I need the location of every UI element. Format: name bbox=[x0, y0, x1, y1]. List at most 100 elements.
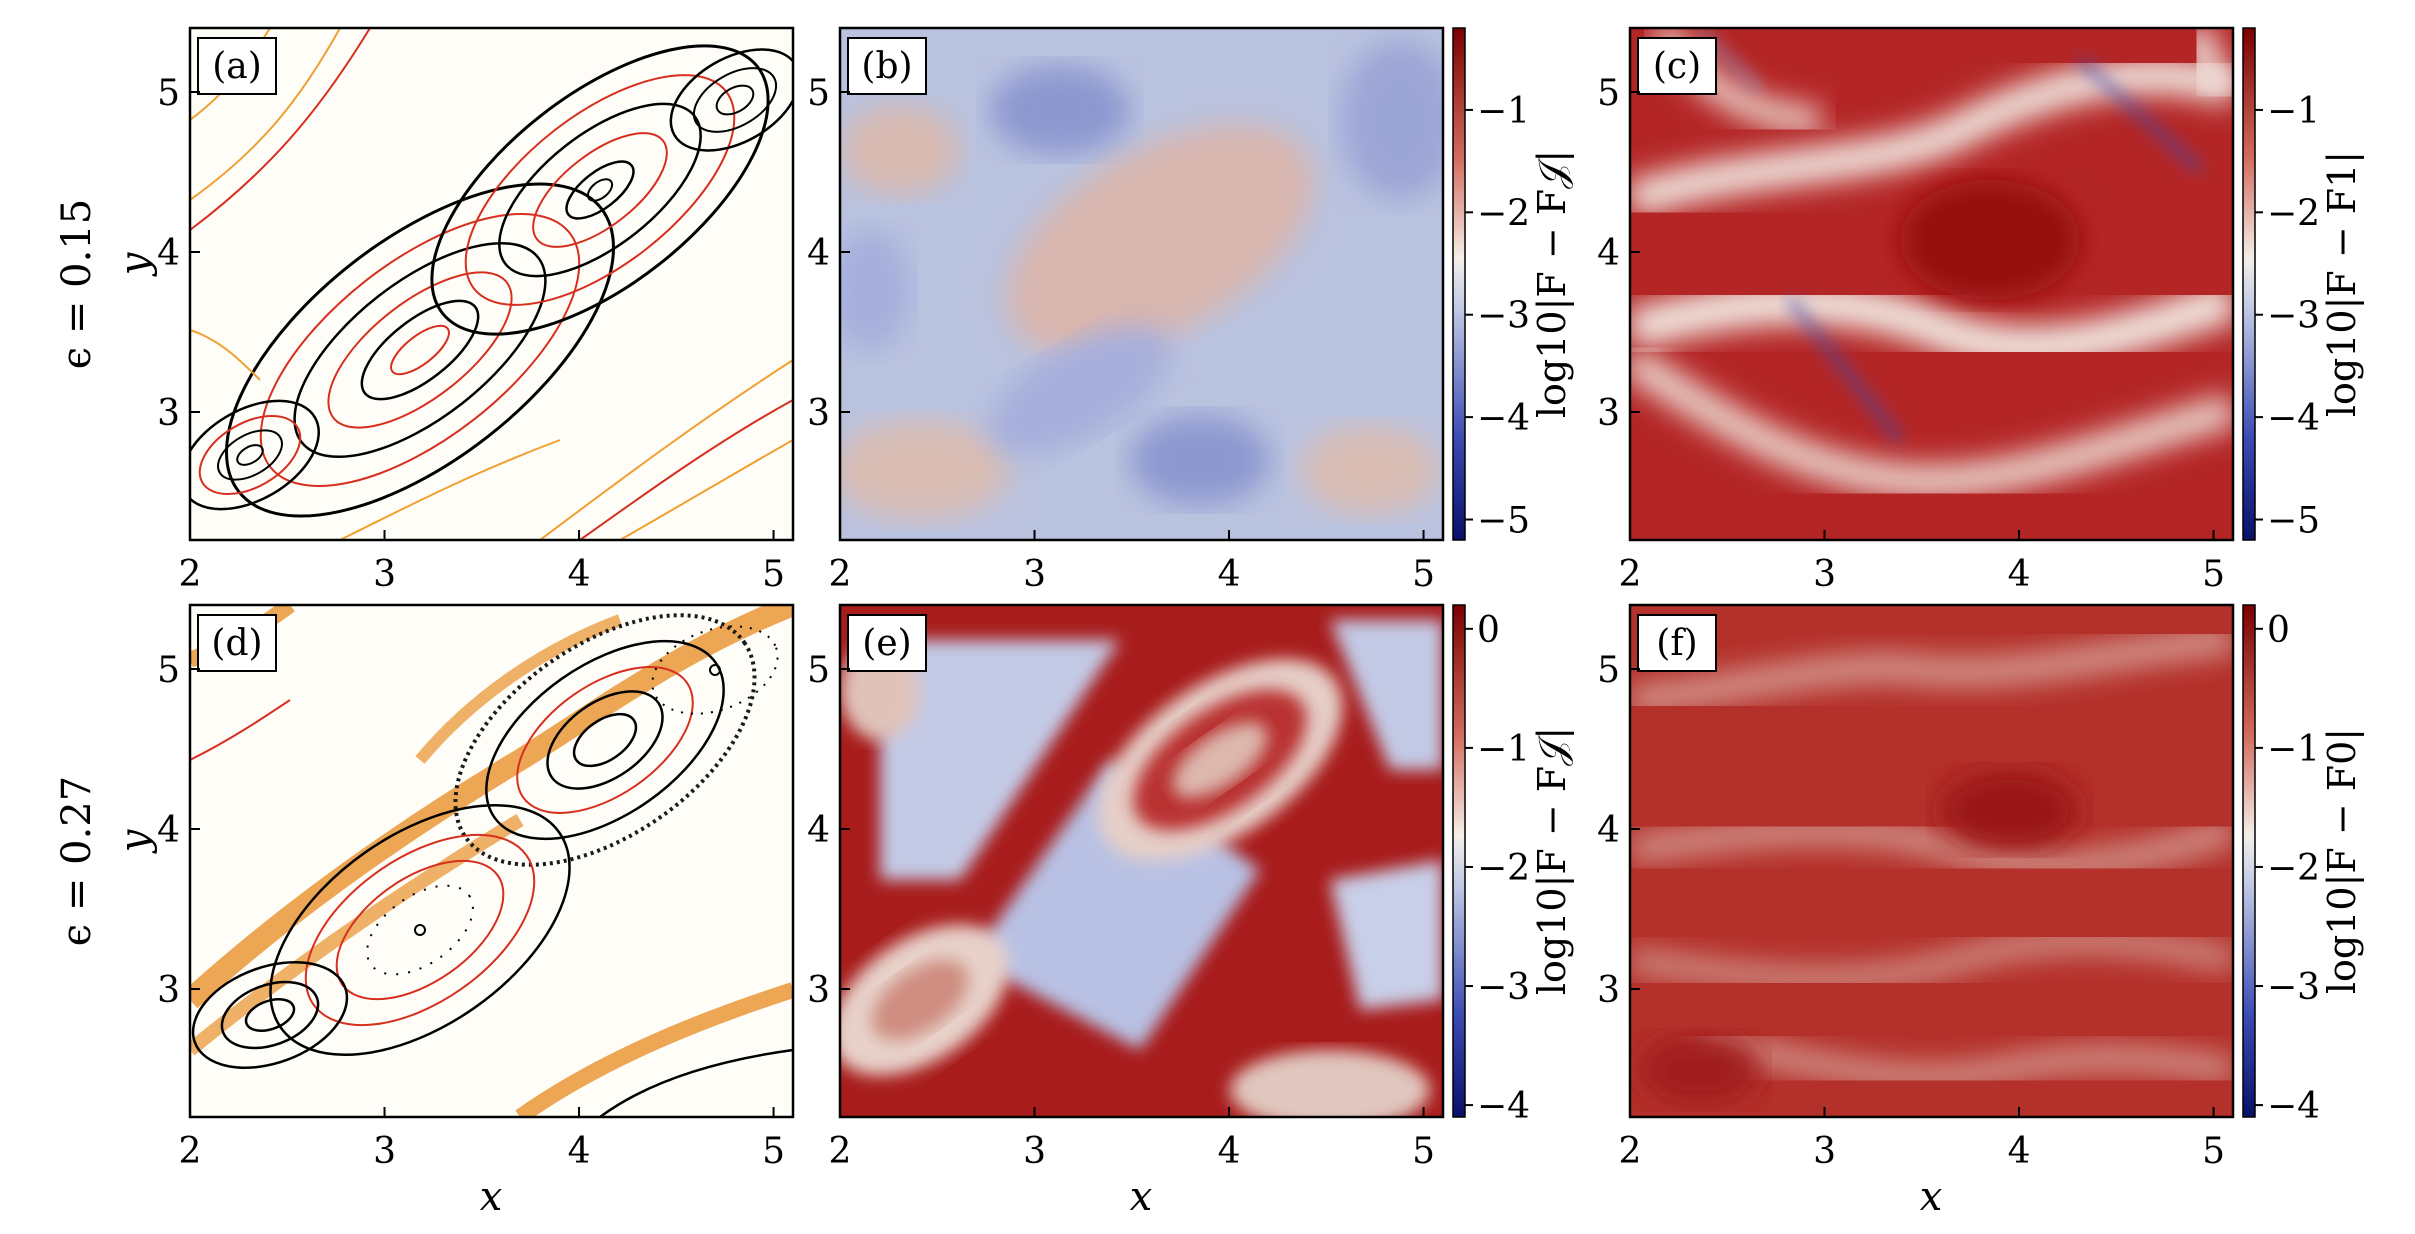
panel-tag-d: (d) bbox=[197, 614, 277, 672]
colorbar-tick-label: −2 bbox=[2267, 193, 2320, 234]
y-tick-label: 5 bbox=[807, 73, 830, 114]
heatmap-c bbox=[1630, 28, 2233, 498]
svg-text:(f): (f) bbox=[1656, 623, 1697, 664]
colorbar-tick-label: −5 bbox=[1477, 501, 1530, 542]
y-tick-label: 5 bbox=[157, 73, 180, 114]
y-tick-label: 5 bbox=[807, 650, 830, 691]
y-tick-label: 3 bbox=[1597, 970, 1620, 1011]
x-tick-label: 4 bbox=[2008, 554, 2031, 595]
colorbar-b-ticks: −1 −2 −3 −4 −5 bbox=[1465, 91, 1530, 542]
svg-text:(b): (b) bbox=[861, 46, 912, 87]
row-label-2: ϵ = 0.27 bbox=[54, 776, 100, 946]
x-tick-label: 4 bbox=[2008, 1131, 2031, 1172]
heatmap-b bbox=[840, 40, 1443, 520]
panel-a: (a) bbox=[188, 26, 795, 542]
colorbar-e-label: log10|F − F𝒥| bbox=[1530, 727, 1574, 995]
y-tick-label: 4 bbox=[157, 233, 180, 274]
panel-d: (d) bbox=[188, 603, 795, 1119]
colorbar-tick-label: −2 bbox=[1477, 848, 1530, 889]
colorbar-f: 0 −1 −2 −3 −4 log10|F − F0| bbox=[2242, 604, 2364, 1127]
panel-c: (c) bbox=[1628, 26, 2235, 542]
x-tick-label: 3 bbox=[373, 1131, 396, 1172]
x-tick-label: 5 bbox=[2202, 554, 2225, 595]
y-tick-label: 4 bbox=[157, 810, 180, 851]
y-tick-label: 3 bbox=[157, 393, 180, 434]
colorbar-tick-label: −1 bbox=[1477, 91, 1530, 132]
svg-text:(c): (c) bbox=[1653, 46, 1701, 87]
colorbar-tick-label: 0 bbox=[2267, 610, 2290, 651]
colorbar-b: −1 −2 −3 −4 −5 log10|F − F𝒥| bbox=[1452, 27, 1574, 542]
colorbar-tick-label: −3 bbox=[2267, 967, 2320, 1008]
x-axis-label-e: x bbox=[1130, 1174, 1153, 1220]
panel-f: (f) bbox=[1628, 603, 2235, 1119]
y-tick-label: 3 bbox=[157, 970, 180, 1011]
y-tick-label: 5 bbox=[1597, 73, 1620, 114]
y-tick-label: 5 bbox=[157, 650, 180, 691]
panel-tag-e: (e) bbox=[847, 614, 927, 672]
panel-b: (b) bbox=[838, 26, 1445, 542]
panel-tag-c: (c) bbox=[1637, 37, 1717, 95]
colorbar-tick-label: −3 bbox=[2267, 296, 2320, 337]
colorbar-tick-label: −4 bbox=[1477, 398, 1530, 439]
x-tick-label: 4 bbox=[1218, 554, 1241, 595]
colorbar-tick-label: −1 bbox=[2267, 729, 2320, 770]
y-axis-label-a: y bbox=[112, 251, 158, 277]
colorbar-tick-label: −4 bbox=[1477, 1086, 1530, 1127]
x-tick-label: 4 bbox=[1218, 1131, 1241, 1172]
x-tick-label: 2 bbox=[829, 1131, 852, 1172]
x-tick-label: 4 bbox=[568, 554, 591, 595]
x-axis-label-f: x bbox=[1920, 1174, 1943, 1220]
x-tick-label: 3 bbox=[373, 554, 396, 595]
x-tick-label: 2 bbox=[179, 554, 202, 595]
y-tick-label: 4 bbox=[807, 233, 830, 274]
colorbar-f-ticks: 0 −1 −2 −3 −4 bbox=[2255, 610, 2320, 1127]
colorbar-c-label: log10|F − F1| bbox=[2320, 151, 2364, 417]
panel-tag-a: (a) bbox=[197, 37, 277, 95]
x-tick-label: 2 bbox=[1619, 1131, 1642, 1172]
colorbar-e-ticks: 0 −1 −2 −3 −4 bbox=[1465, 610, 1530, 1127]
x-axis-label-d: x bbox=[480, 1174, 503, 1220]
axes-layer: 2 3 4 5 3 4 5 2 3 4 5 3 4 5 2 3 4 5 3 4 5 2 3 4 5 3 4 5 2 3 4 5 3 4 5 2 3 4 5 3… bbox=[157, 73, 2225, 1172]
heatmap-e bbox=[840, 620, 1443, 1117]
heatmap-f bbox=[1630, 627, 2233, 1105]
colorbar-tick-label: −4 bbox=[2267, 398, 2320, 439]
x-tick-label: 4 bbox=[568, 1131, 591, 1172]
colorbar-c-ticks: −1 −2 −3 −4 −5 bbox=[2255, 91, 2320, 542]
y-tick-label: 4 bbox=[1597, 233, 1620, 274]
y-tick-label: 4 bbox=[807, 810, 830, 851]
y-tick-label: 5 bbox=[1597, 650, 1620, 691]
colorbar-c: −1 −2 −3 −4 −5 log10|F − F1| bbox=[2242, 27, 2364, 542]
x-tick-label: 3 bbox=[1813, 554, 1836, 595]
panel-tag-f: (f) bbox=[1637, 614, 1717, 672]
x-tick-label: 5 bbox=[762, 1131, 785, 1172]
y-axis-label-d: y bbox=[112, 828, 158, 854]
x-tick-label: 3 bbox=[1023, 554, 1046, 595]
colorbar-tick-label: −2 bbox=[2267, 848, 2320, 889]
svg-text:(a): (a) bbox=[212, 46, 262, 87]
x-tick-label: 5 bbox=[1412, 1131, 1435, 1172]
x-tick-label: 5 bbox=[2202, 1131, 2225, 1172]
y-tick-label: 3 bbox=[807, 393, 830, 434]
x-tick-label: 3 bbox=[1023, 1131, 1046, 1172]
y-tick-label: 4 bbox=[1597, 810, 1620, 851]
x-tick-label: 3 bbox=[1813, 1131, 1836, 1172]
x-tick-label: 2 bbox=[829, 554, 852, 595]
poincare-curves-a bbox=[190, 28, 793, 540]
colorbar-tick-label: −1 bbox=[2267, 91, 2320, 132]
svg-text:(e): (e) bbox=[862, 623, 911, 664]
colorbar-tick-label: 0 bbox=[1477, 610, 1500, 651]
x-tick-label: 2 bbox=[179, 1131, 202, 1172]
colorbar-tick-label: −4 bbox=[2267, 1086, 2320, 1127]
colorbar-tick-label: −5 bbox=[2267, 501, 2320, 542]
colorbar-tick-label: −2 bbox=[1477, 193, 1530, 234]
colorbar-f-label: log10|F − F0| bbox=[2320, 728, 2364, 994]
y-tick-label: 3 bbox=[807, 970, 830, 1011]
y-tick-label: 3 bbox=[1597, 393, 1620, 434]
row-label-1: ϵ = 0.15 bbox=[54, 199, 100, 369]
colorbar-tick-label: −3 bbox=[1477, 296, 1530, 337]
panel-tag-b: (b) bbox=[847, 37, 927, 95]
svg-text:(d): (d) bbox=[211, 623, 262, 664]
colorbar-e: 0 −1 −2 −3 −4 log10|F − F𝒥| bbox=[1452, 604, 1574, 1127]
panel-e: (e) bbox=[838, 603, 1445, 1119]
